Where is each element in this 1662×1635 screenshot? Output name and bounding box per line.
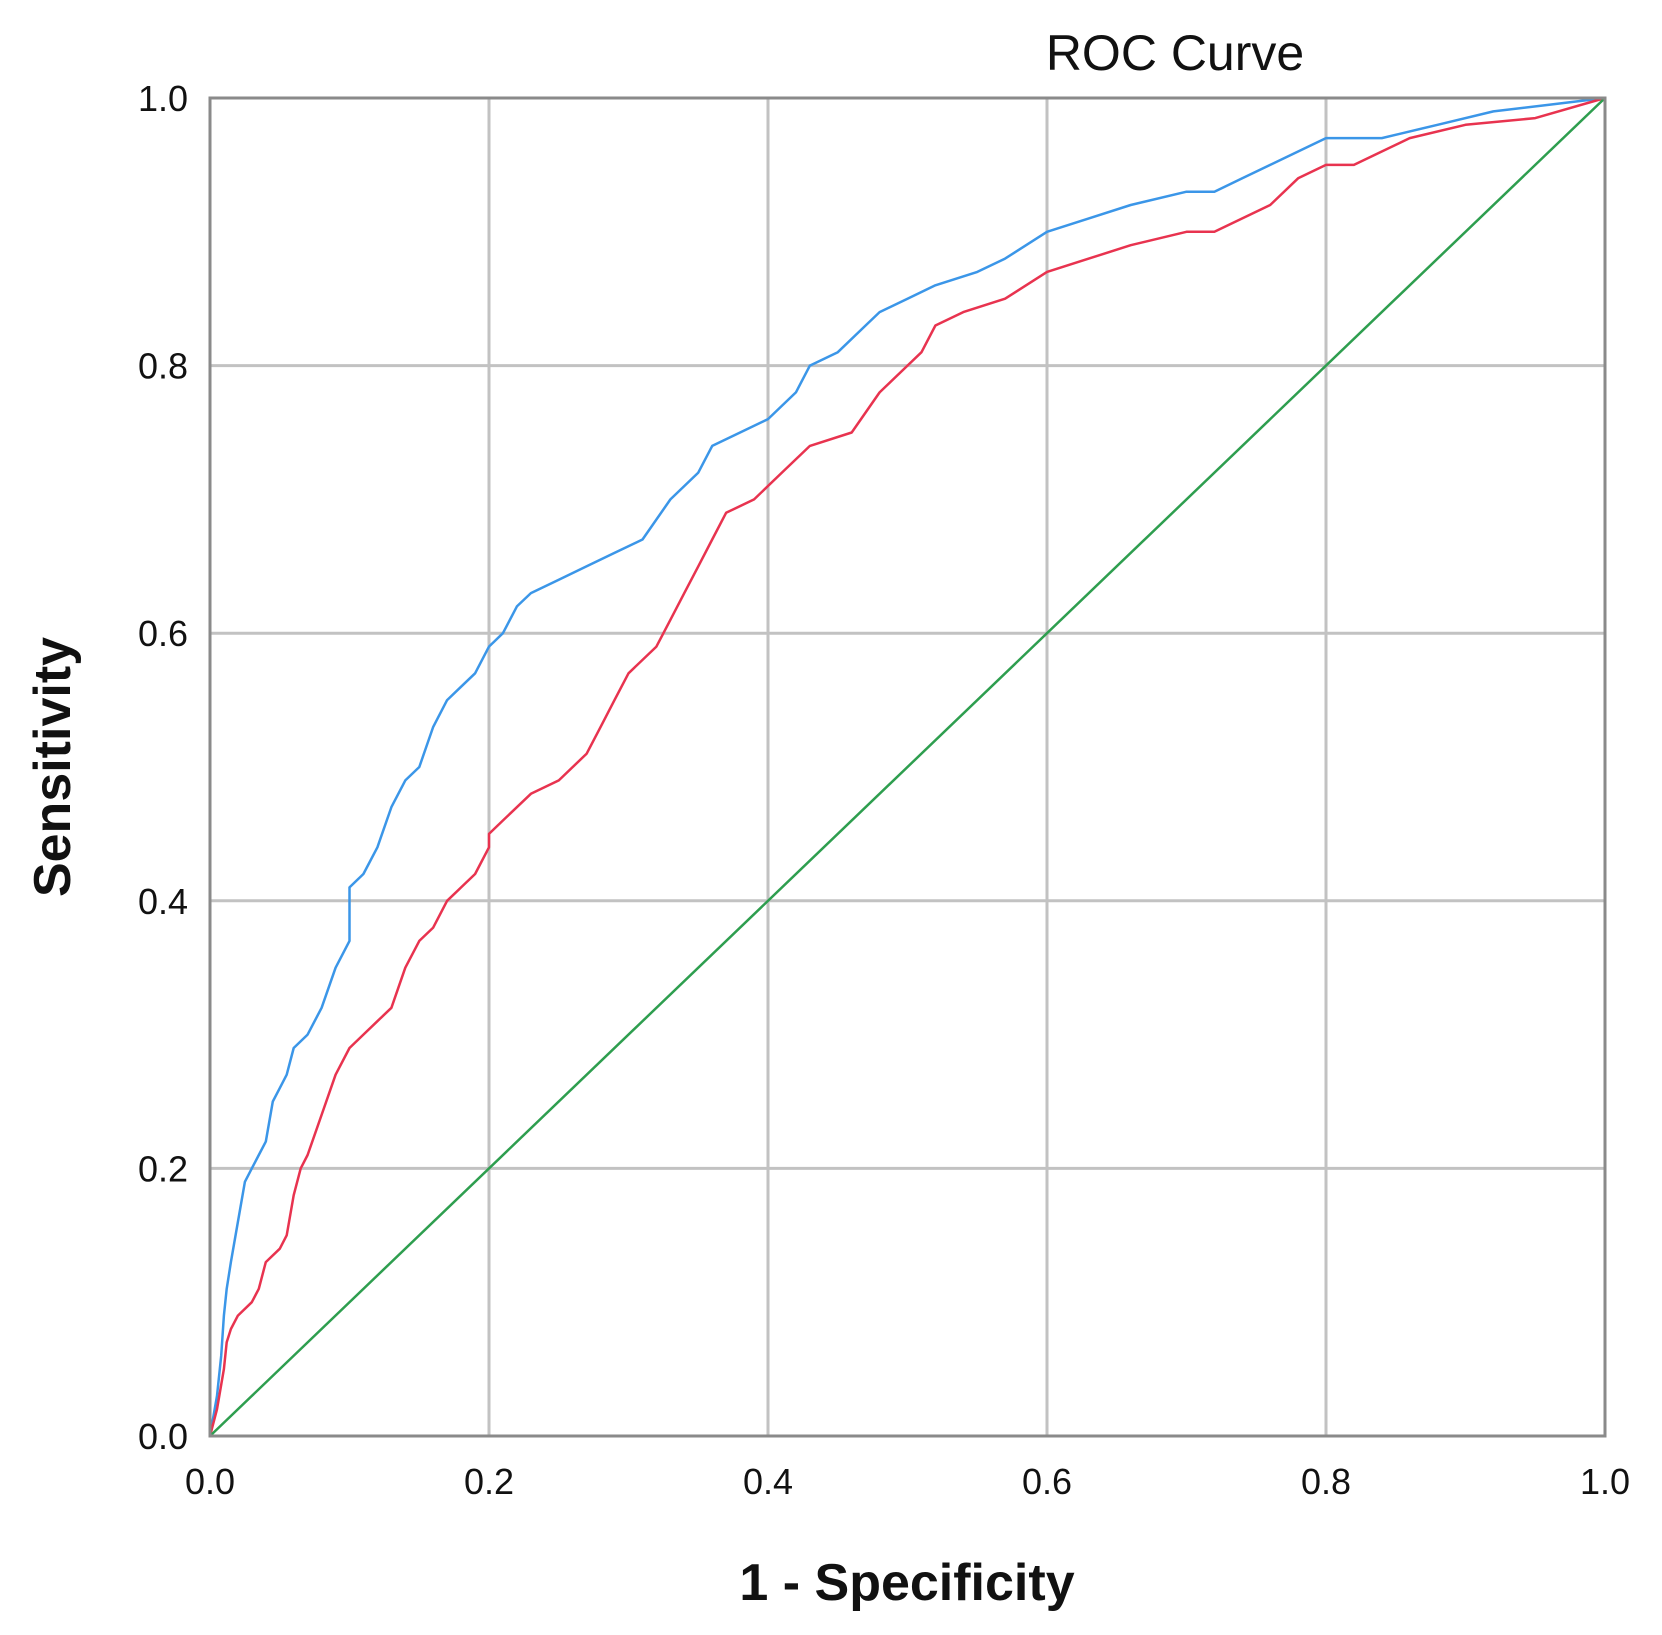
y-axis-ticks: 0.0 0.2 0.4 0.6 0.8 1.0 <box>138 78 188 1457</box>
x-tick-label: 0.0 <box>185 1461 235 1502</box>
y-tick-label: 1.0 <box>138 78 188 119</box>
x-tick-label: 1.0 <box>1580 1461 1630 1502</box>
y-tick-label: 0.6 <box>138 613 188 654</box>
blue-curve-line <box>208 96 1607 1438</box>
y-axis-title: Sensitivity <box>24 637 82 897</box>
y-tick-label: 0.8 <box>138 346 188 387</box>
red-curve-line <box>208 96 1607 1438</box>
x-tick-label: 0.4 <box>743 1461 793 1502</box>
series-group <box>208 96 1607 1438</box>
y-tick-label: 0.2 <box>138 1148 188 1189</box>
y-tick-label: 0.4 <box>138 881 188 922</box>
chart-title: ROC Curve <box>1046 25 1304 81</box>
plot-frame <box>208 96 1607 1438</box>
reference-line-line <box>208 96 1607 1438</box>
x-tick-label: 0.6 <box>1022 1461 1072 1502</box>
y-tick-label: 0.0 <box>138 1416 188 1457</box>
x-axis-ticks: 0.0 0.2 0.4 0.6 0.8 1.0 <box>185 1461 1630 1502</box>
x-tick-label: 0.2 <box>464 1461 514 1502</box>
x-tick-label: 0.8 <box>1301 1461 1351 1502</box>
x-axis-title: 1 - Specificity <box>739 1554 1074 1612</box>
